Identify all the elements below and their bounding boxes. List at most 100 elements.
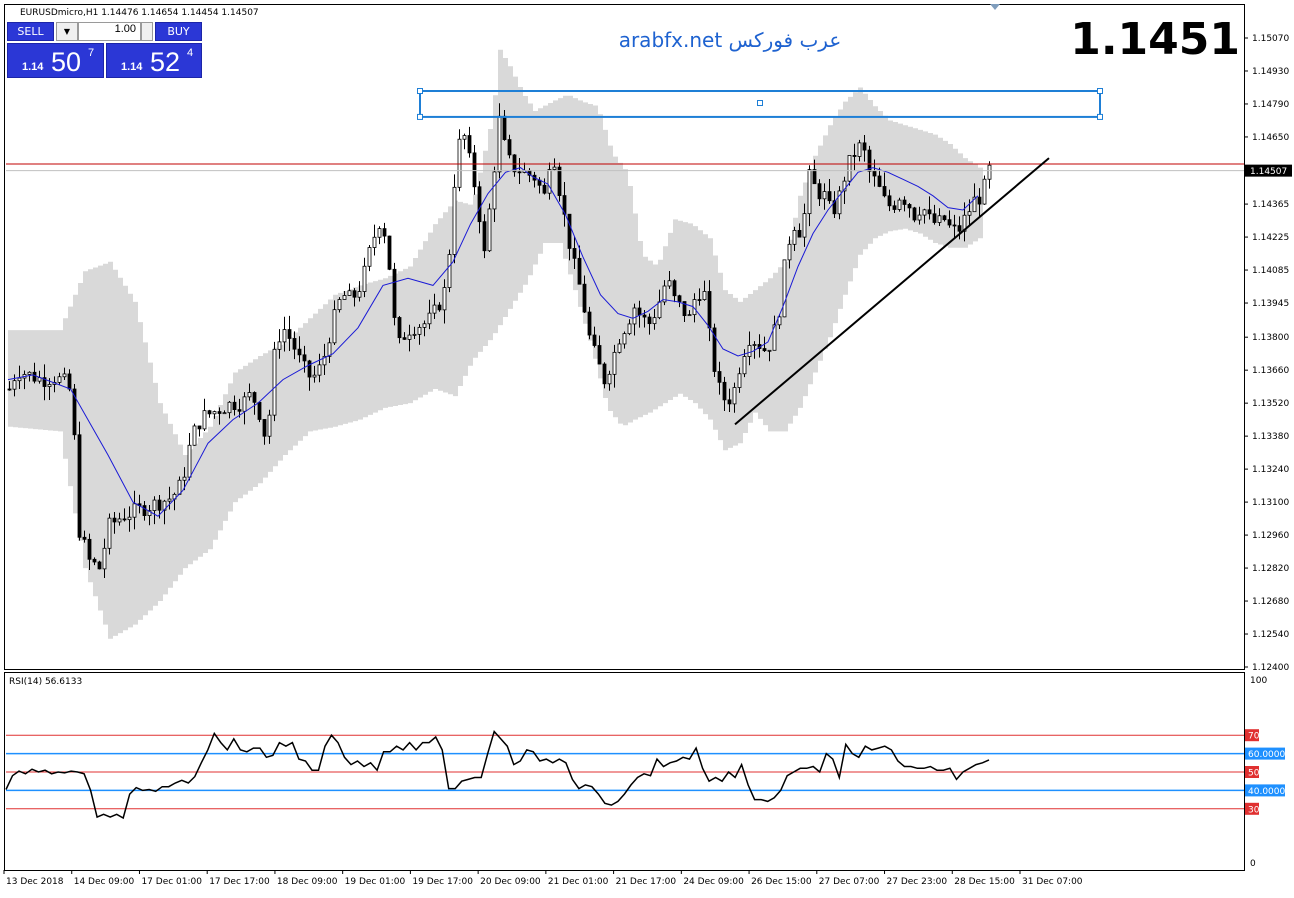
- price-tick-label: 1.13520: [1252, 399, 1289, 409]
- time-tick-label: 13 Dec 2018: [6, 877, 64, 887]
- rectangle-handle[interactable]: [417, 113, 423, 120]
- candle-body: [917, 214, 922, 221]
- candle-body: [502, 115, 507, 140]
- ascending-trendline[interactable]: [734, 157, 1050, 426]
- time-tick-label: 21 Dec 17:00: [616, 877, 677, 887]
- candle-body: [402, 337, 407, 340]
- resistance-zone-rectangle[interactable]: [419, 90, 1101, 118]
- rectangle-handle[interactable]: [417, 88, 423, 95]
- candle-body: [312, 374, 317, 378]
- candle-body: [192, 425, 197, 446]
- candle-body: [102, 547, 107, 570]
- candle-body: [702, 291, 707, 301]
- candle-body: [687, 314, 692, 317]
- envelope-band: [8, 49, 983, 639]
- candle-body: [17, 377, 22, 382]
- buy-price-button[interactable]: 1.14 52 4: [106, 43, 202, 78]
- candle-body: [392, 268, 397, 318]
- candle-body: [422, 323, 427, 328]
- candle-body: [357, 291, 362, 298]
- price-tick-label: 1.14930: [1252, 67, 1289, 77]
- candle-body: [947, 219, 952, 226]
- rectangle-handle[interactable]: [1097, 113, 1103, 120]
- candle-body: [372, 236, 377, 248]
- candle-body: [887, 195, 892, 207]
- candle-body: [67, 373, 72, 390]
- candle-body: [212, 411, 217, 415]
- candle-body: [987, 164, 992, 180]
- candle-body: [277, 341, 282, 350]
- candle-body: [292, 338, 297, 350]
- rsi-level-label: 70: [1248, 732, 1260, 742]
- candle-body: [72, 388, 77, 436]
- lot-dropdown-icon[interactable]: ▼: [56, 22, 78, 41]
- candle-body: [737, 373, 742, 388]
- time-tick-label: 19 Dec 01:00: [345, 877, 406, 887]
- candle-body: [262, 419, 267, 437]
- sell-button[interactable]: SELL: [7, 22, 54, 41]
- candle-body: [652, 317, 657, 325]
- candle-body: [457, 138, 462, 188]
- candle-body: [462, 135, 467, 140]
- candle-body: [897, 199, 902, 210]
- candle-body: [327, 342, 332, 357]
- rectangle-handle[interactable]: [1097, 88, 1103, 95]
- candle-body: [42, 377, 47, 387]
- candle-body: [807, 169, 812, 215]
- candle-body: [927, 209, 932, 215]
- candle-body: [217, 411, 222, 414]
- candle-body: [857, 142, 862, 157]
- symbol-header: EURUSDmicro,H1 1.14476 1.14654 1.14454 1…: [20, 8, 259, 18]
- scroll-marker-icon[interactable]: [990, 4, 1000, 10]
- candle-body: [97, 561, 102, 570]
- candle-body: [287, 329, 292, 339]
- candle-body: [427, 312, 432, 325]
- rsi-axis-min-label: 0: [1250, 859, 1256, 869]
- candle-body: [187, 444, 192, 478]
- candle-body: [482, 221, 487, 252]
- candle-body: [157, 499, 162, 511]
- candle-body: [592, 334, 597, 346]
- candle-body: [547, 169, 552, 194]
- time-tick-label: 28 Dec 15:00: [954, 877, 1015, 887]
- buy-price-pips: 52: [150, 47, 181, 77]
- candle-body: [412, 333, 417, 336]
- candle-body: [712, 327, 717, 372]
- price-tick-label: 1.12820: [1252, 564, 1289, 574]
- candle-body: [57, 376, 62, 383]
- candle-body: [552, 166, 557, 170]
- buy-button[interactable]: BUY: [155, 22, 202, 41]
- sell-price-button[interactable]: 1.14 50 7: [7, 43, 104, 78]
- rsi-level-label: 50: [1248, 769, 1260, 779]
- candle-body: [252, 392, 257, 403]
- price-tick-label: 1.13660: [1252, 366, 1289, 376]
- candle-body: [832, 200, 837, 215]
- candle-body: [617, 343, 622, 353]
- candle-body: [797, 229, 802, 238]
- lot-spinner[interactable]: [141, 22, 153, 41]
- sell-price-pips: 50: [51, 47, 82, 77]
- time-tick-label: 17 Dec 17:00: [209, 877, 270, 887]
- candle-body: [892, 205, 897, 210]
- candle-body: [332, 309, 337, 344]
- candle-body: [762, 348, 767, 352]
- rectangle-handle[interactable]: [757, 100, 763, 107]
- price-tick-label: 1.14225: [1252, 233, 1289, 243]
- lot-size-input[interactable]: 1.00: [78, 22, 141, 41]
- price-tick-label: 1.13240: [1252, 465, 1289, 475]
- candle-body: [657, 301, 662, 319]
- candle-body: [842, 180, 847, 192]
- candle-body: [952, 224, 957, 227]
- candle-body: [972, 196, 977, 213]
- candle-body: [297, 348, 302, 356]
- rsi-title: RSI(14) 56.6133: [9, 677, 82, 687]
- candle-body: [977, 196, 982, 205]
- candle-body: [767, 349, 772, 352]
- rsi-level-label: 60.0000: [1248, 750, 1285, 760]
- candle-body: [107, 517, 112, 549]
- price-tick-label: 1.13945: [1252, 299, 1289, 309]
- rsi-level-badge: [1245, 784, 1285, 797]
- candle-body: [12, 380, 17, 390]
